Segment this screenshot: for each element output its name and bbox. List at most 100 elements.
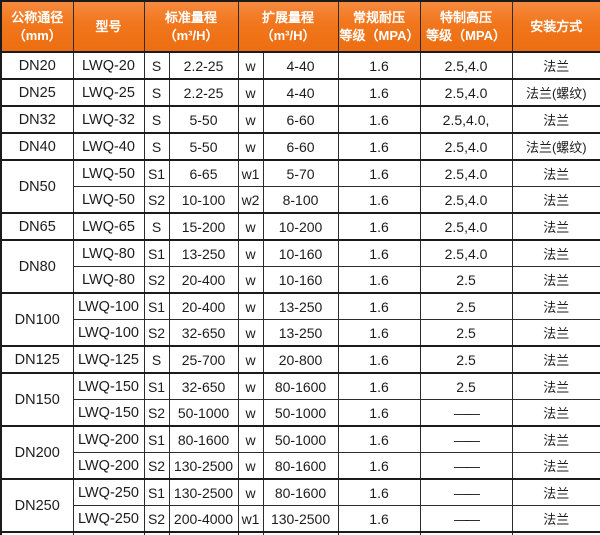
header-line: （m³/H） [260,27,316,43]
cell-ext-range: 10-160 [262,266,339,294]
cell-dn: DN200 [0,425,74,480]
table-row: DN250 LWQ-250 S1 130-2500 w 80-1600 1.6 … [0,478,600,533]
cell-w-label: w [237,399,264,427]
cell-install: 法兰 [511,531,600,535]
cell-install: 法兰 [511,425,600,453]
cell-s-label: S1 [143,425,170,453]
cell-install: 法兰 [511,159,600,187]
cell-ext-range: 4-40 [262,51,339,80]
cell-high-pressure: 2.5 [419,345,513,374]
cell-s-label: S2 [143,452,170,480]
cell-w-label: w [237,292,264,320]
cell-model: LWQ-65 [72,212,145,241]
header-line: 公称通径 [11,9,64,25]
cell-std-range: 20-400 [168,266,239,294]
cell-pressure: 1.6 [337,292,421,320]
cell-dn: DN20 [0,51,74,80]
header-line: 等级（MPA） [426,27,506,43]
table-row: DN100 LWQ-100 S1 20-400 w 13-250 1.6 2.5… [0,292,600,347]
header-line: 等级（MPA） [339,27,420,43]
cell-model: LWQ-200 [72,452,145,480]
cell-pressure: 1.6 [337,425,421,453]
cell-dn: DN125 [0,345,74,374]
header-line: 扩展量程 [262,9,315,25]
header-nominal-diameter: 公称通径 （mm） [0,0,74,53]
cell-pressure: 1.6 [337,239,421,267]
header-row: 公称通径 （mm） 型号 标准量程 （m³/H） 扩展量程 （m³/H） 常规耐… [0,0,600,53]
cell-std-range: 130-2500 [168,478,239,506]
cell-ext-range: 10-160 [262,239,339,267]
cell-std-range: 6-65 [168,159,239,187]
table-row: DN200 LWQ-200 S1 80-1600 w 50-1000 1.6 —… [0,425,600,480]
table-row: DN32 LWQ-32 S 5-50 w 6-60 1.6 2.5,4.0, 法… [0,105,600,134]
cell-high-pressure: 2.5,4.0 [419,159,513,187]
cell-ext-range: 50-1000 [262,399,339,427]
cell-ext-range: 320-6500 [262,531,339,535]
cell-w-label: w [237,105,264,134]
cell-pressure: 1.6 [337,212,421,241]
cell-install: 法兰(螺纹) [511,78,600,107]
cell-install: 法兰 [511,212,600,241]
cell-pressure: 1.6 [337,399,421,427]
cell-install: 法兰 [511,372,600,400]
cell-model: LWQ-100 [72,292,145,320]
cell-model: LWQ-150 [72,399,145,427]
cell-s-label: S [143,345,170,374]
header-line: 特制高压 [440,9,493,25]
cell-s-label: S2 [143,266,170,294]
table-row: DN125 LWQ-125 S 25-700 w 20-800 1.6 2.5 … [0,345,600,374]
cell-install: 法兰 [511,452,600,480]
cell-w-label: w1 [237,505,264,533]
cell-w-label: w [237,78,264,107]
table-row: DN150 LWQ-150 S1 32-650 w 80-1600 1.6 2.… [0,372,600,427]
cell-install: 法兰 [511,266,600,294]
cell-std-range: 10-100 [168,186,239,214]
cell-dn: DN100 [0,292,74,347]
cell-pressure: 1.6 [337,105,421,134]
cell-s-label: S [143,105,170,134]
cell-s-label: S1 [143,372,170,400]
cell-high-pressure: 2.5 [419,292,513,320]
cell-std-range: 200-4000 [168,505,239,533]
cell-w-label: w [237,266,264,294]
cell-install: 法兰 [511,399,600,427]
cell-install: 法兰 [511,239,600,267]
cell-high-pressure: —— [419,399,513,427]
cell-model: LWQ-32 [72,105,145,134]
cell-high-pressure: 2.5,4.0 [419,186,513,214]
cell-model: LWQ-100 [72,319,145,347]
table-row: LWQ-100 S2 32-650 w 13-250 1.6 2.5 法兰 [1,319,600,347]
cell-ext-range: 10-200 [262,212,339,241]
cell-model: LWQ-20 [72,51,145,80]
cell-w-label: w [237,478,264,506]
cell-install: 法兰 [511,505,600,533]
table-row: DN50 LWQ-50 S1 6-65 w1 5-70 1.6 2.5,4.0 … [0,159,600,214]
table-row: DN25 LWQ-25 S 2.2-25 w 4-40 1.6 2.5,4.0 … [0,78,600,107]
cell-install: 法兰 [511,478,600,506]
cell-pressure: 1.6 [337,372,421,400]
cell-model: LWQ-50 [72,159,145,187]
cell-pressure: 1.6 [337,132,421,161]
cell-s-label: S2 [143,399,170,427]
cell-dn: DN32 [0,105,74,134]
cell-std-range: 2.2-25 [168,51,239,80]
cell-std-range: 25-700 [168,345,239,374]
cell-ext-range: 130-2500 [262,505,339,533]
table-row: DN40 LWQ-40 S 5-50 w 6-60 1.6 2.5,4.0 法兰… [0,132,600,161]
cell-high-pressure: 2.5 [419,319,513,347]
cell-model: LWQ-25 [72,78,145,107]
cell-dn: DN250 [0,478,74,533]
header-install-method: 安装方式 [511,0,600,53]
cell-std-range: 5-50 [168,132,239,161]
table-row: LWQ-50 S2 10-100 w2 8-100 1.6 2.5,4.0 法兰 [1,186,600,214]
cell-std-range: 32-650 [168,319,239,347]
cell-s-label: S1 [143,159,170,187]
cell-w-label: w [237,372,264,400]
cell-model: LWQ-40 [72,132,145,161]
cell-install: 法兰 [511,345,600,374]
table-row: DN300 LWQ-300 S 200-4000 w2 320-6500 1.6… [0,531,600,535]
cell-dn: DN25 [0,78,74,107]
cell-std-range: 50-1000 [168,399,239,427]
